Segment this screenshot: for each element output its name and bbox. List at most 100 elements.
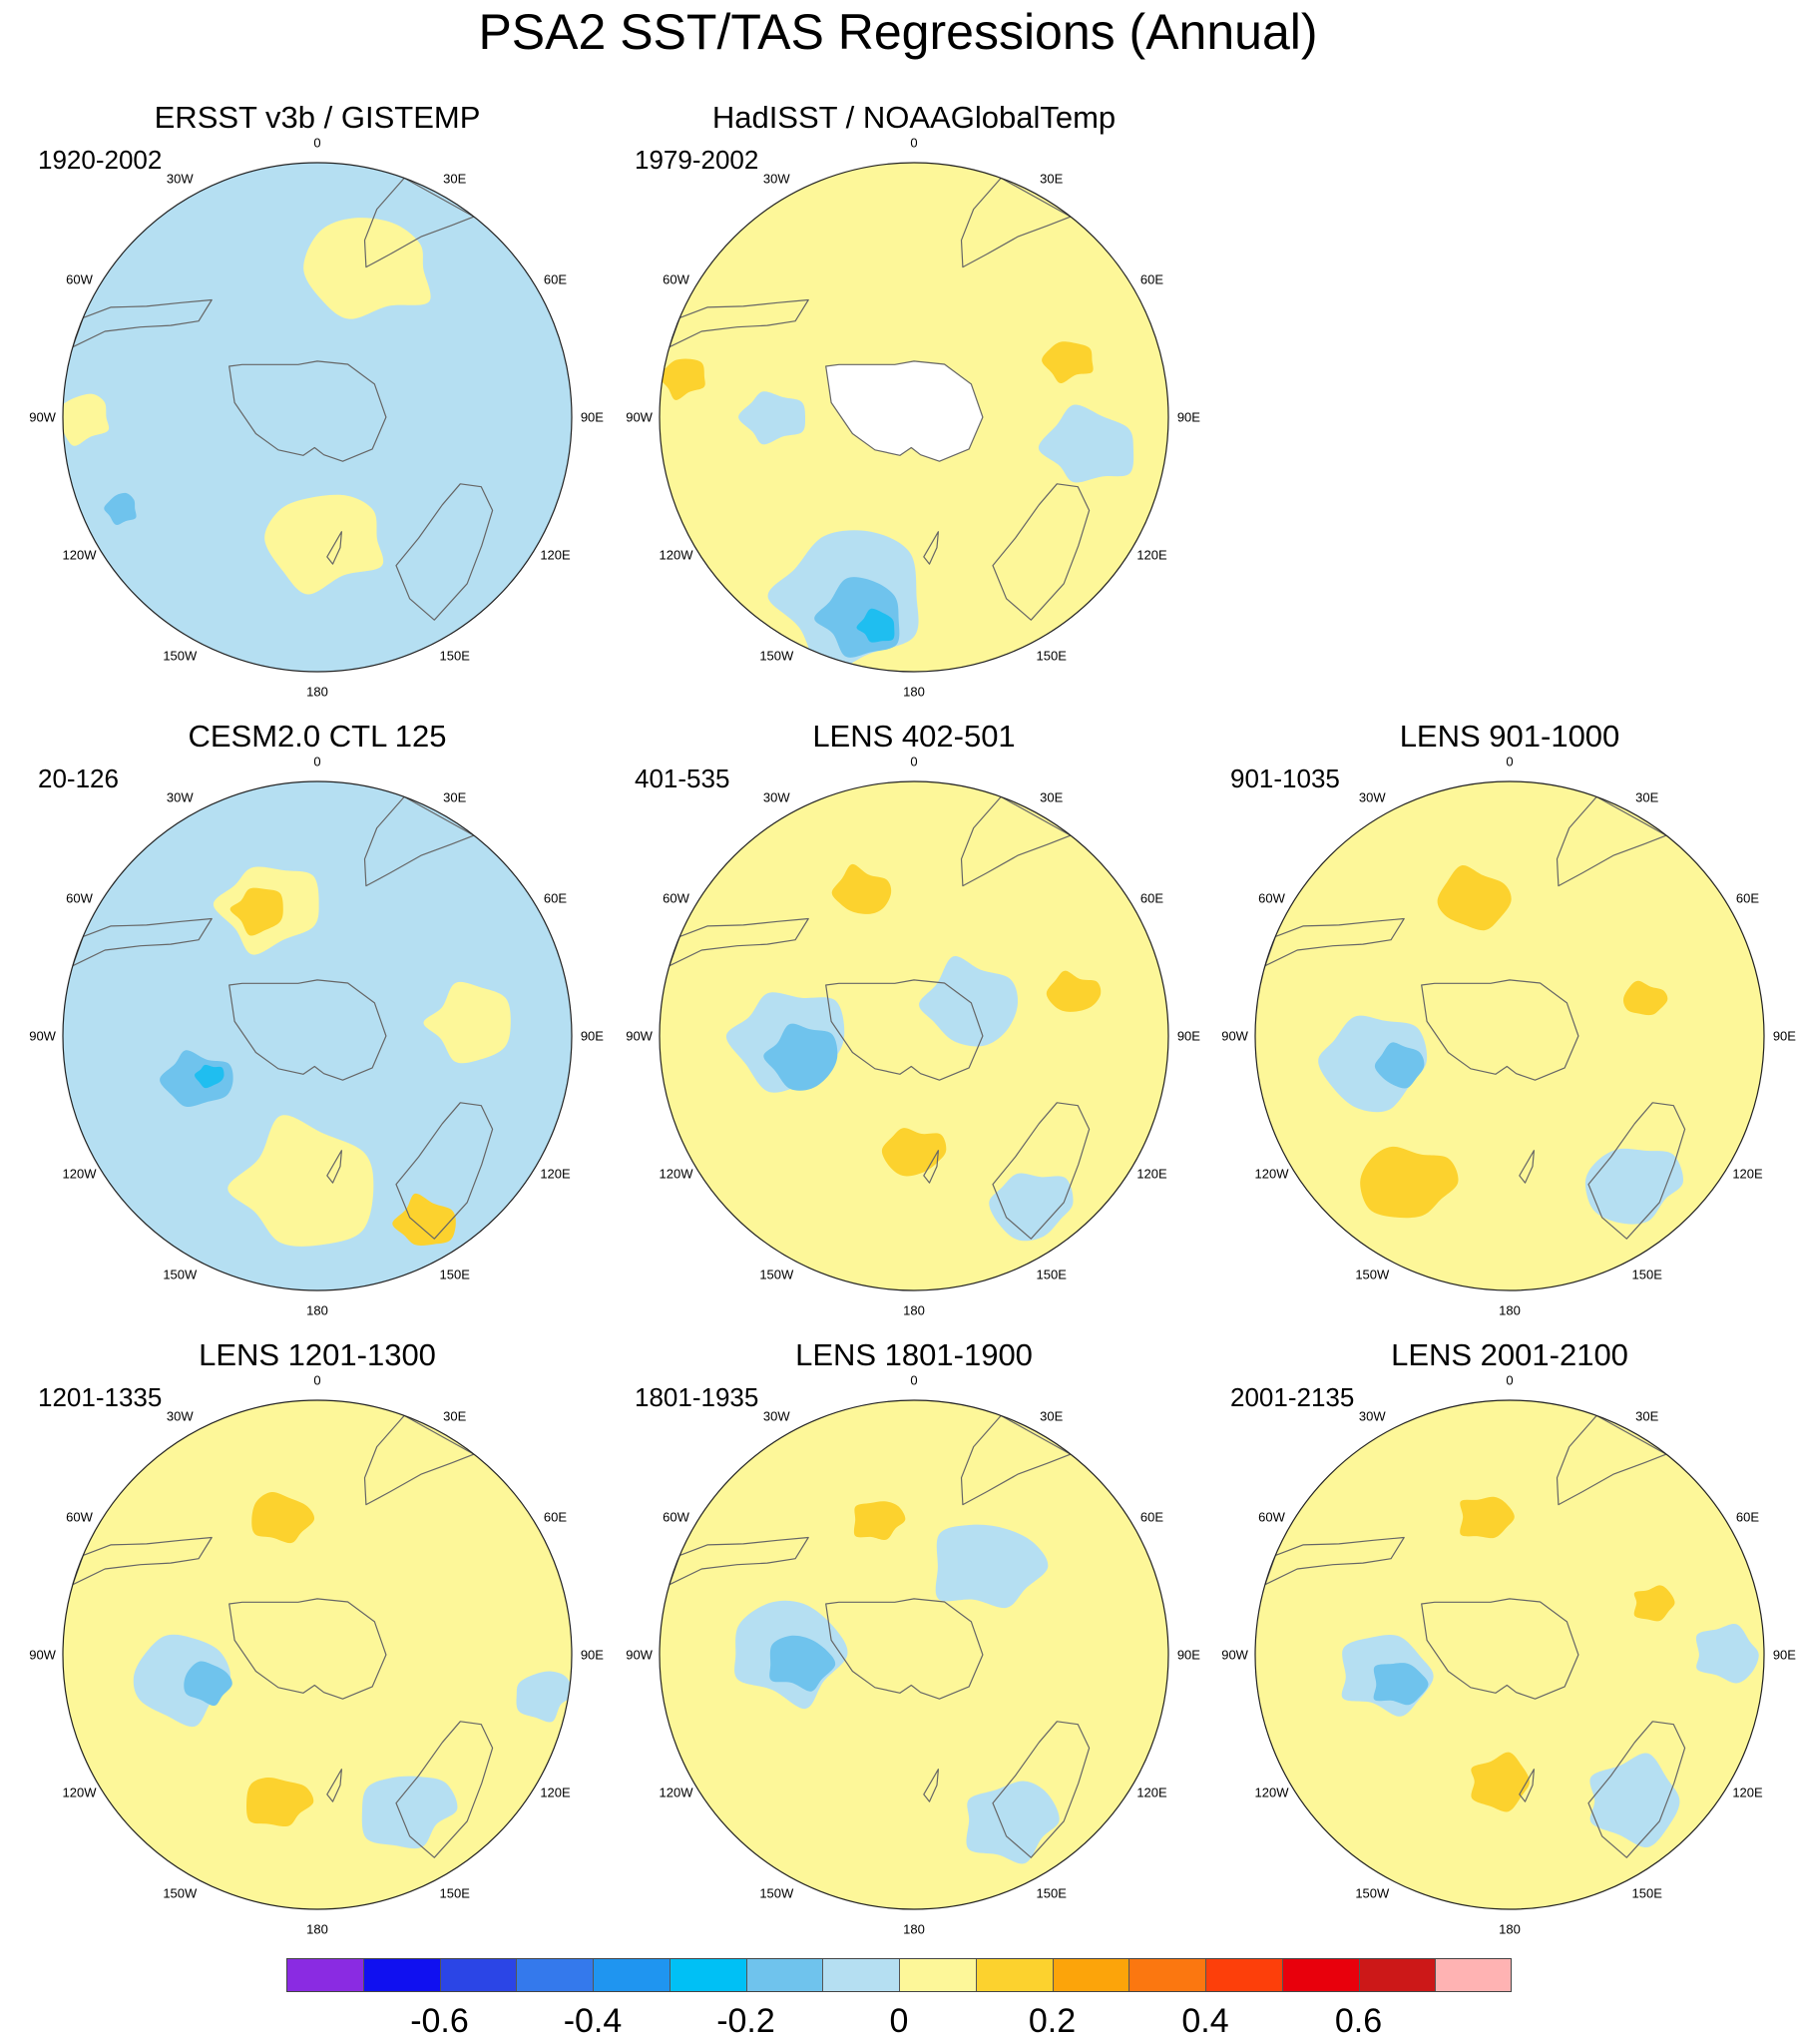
anomaly-contour xyxy=(831,863,892,914)
longitude-label: 0 xyxy=(910,1372,918,1388)
panel-year-range: 1801-1935 xyxy=(635,1382,759,1412)
longitude-label: 90W xyxy=(29,1647,56,1663)
colorbar-swatch xyxy=(1052,1958,1129,1992)
new-zealand-outline xyxy=(1519,1150,1535,1184)
panel-title: CESM2.0 CTL 125 xyxy=(188,719,447,754)
map-background-field xyxy=(1255,781,1764,1290)
antarctica-outline xyxy=(228,979,387,1081)
australia-outline xyxy=(992,1721,1091,1858)
anomaly-contour xyxy=(516,1671,572,1723)
polar-map xyxy=(659,780,1169,1291)
longitude-label: 60E xyxy=(1139,271,1164,287)
panel-title: LENS 2001-2100 xyxy=(1391,1337,1628,1372)
antarctica-outline xyxy=(825,360,984,462)
australia-outline xyxy=(992,1102,1091,1240)
australia-outline xyxy=(395,1721,494,1858)
longitude-label: 60E xyxy=(1735,1509,1760,1525)
antarctica-outline xyxy=(825,1598,984,1700)
map-boundary-circle xyxy=(1254,780,1765,1291)
longitude-label: 120W xyxy=(659,547,693,563)
longitude-label: 120E xyxy=(540,1166,571,1182)
longitude-label: 150E xyxy=(1036,1885,1067,1900)
longitude-label: 150W xyxy=(163,1885,198,1900)
new-zealand-outline xyxy=(326,531,342,565)
longitude-label: 90E xyxy=(580,409,604,425)
colorbar-swatch xyxy=(1358,1958,1436,1992)
longitude-label: 180 xyxy=(306,1302,328,1318)
longitude-label: 60E xyxy=(543,890,568,906)
australia-outline xyxy=(1587,1102,1686,1240)
panel-year-range: 401-535 xyxy=(635,764,730,793)
panel-title: LENS 402-501 xyxy=(812,719,1016,754)
longitude-label: 90W xyxy=(1221,1647,1248,1663)
longitude-label: 60W xyxy=(66,271,93,287)
colorbar-swatch xyxy=(1205,1958,1282,1992)
colorbar-swatch xyxy=(1435,1958,1512,1992)
longitude-label: 90E xyxy=(1772,1647,1796,1663)
anomaly-contour xyxy=(184,1661,232,1707)
longitude-label: 120E xyxy=(1136,1785,1167,1800)
australia-outline xyxy=(992,483,1091,621)
panel-year-range: 1979-2002 xyxy=(635,145,759,175)
longitude-label: 30W xyxy=(762,1408,790,1424)
panel-year-range: 1920-2002 xyxy=(38,145,163,175)
new-zealand-outline xyxy=(923,1150,939,1184)
longitude-label: 30W xyxy=(762,789,790,805)
anomaly-contour xyxy=(1437,864,1512,931)
colorbar-tick-label: 0.4 xyxy=(1181,2002,1229,2040)
anomaly-contour xyxy=(1471,1752,1531,1812)
longitude-label: 150W xyxy=(163,1267,198,1281)
anomaly-contour xyxy=(1038,404,1134,483)
longitude-label: 150E xyxy=(439,1885,470,1900)
anomaly-contour xyxy=(1633,1585,1675,1622)
anomaly-contour xyxy=(423,981,511,1064)
anomaly-contour xyxy=(1695,1624,1759,1684)
longitude-label: 90E xyxy=(1176,1647,1200,1663)
longitude-label: 60E xyxy=(543,271,568,287)
anomaly-contour xyxy=(1042,341,1094,384)
anomaly-contour xyxy=(763,1023,838,1091)
panel-title: LENS 1201-1300 xyxy=(199,1337,436,1372)
longitude-label: 90E xyxy=(580,1028,604,1044)
longitude-label: 90W xyxy=(626,409,653,425)
longitude-label: 30E xyxy=(1040,789,1064,805)
anomaly-contour xyxy=(1046,970,1102,1012)
anomaly-contour xyxy=(303,218,431,319)
anomaly-contour xyxy=(251,1491,315,1544)
longitude-label: 60W xyxy=(663,271,689,287)
australia-outline xyxy=(1587,1721,1686,1858)
anomaly-contour xyxy=(1373,1663,1429,1706)
anomaly-contour xyxy=(853,1501,906,1540)
colorbar-swatch xyxy=(362,1958,440,1992)
longitude-label: 0 xyxy=(1506,1372,1514,1388)
anomaly-contour xyxy=(104,492,137,525)
new-zealand-outline xyxy=(923,531,939,565)
panel-year-range: 901-1035 xyxy=(1230,764,1340,793)
longitude-label: 180 xyxy=(1499,1921,1521,1937)
longitude-label: 90W xyxy=(626,1647,653,1663)
longitude-label: 30E xyxy=(443,789,467,805)
antarctica-outline xyxy=(1421,979,1579,1081)
map-background-field xyxy=(1255,1400,1764,1909)
longitude-label: 120W xyxy=(1254,1785,1289,1800)
longitude-label: 120E xyxy=(1732,1166,1763,1182)
figure-title: PSA2 SST/TAS Regressions (Annual) xyxy=(478,4,1318,60)
longitude-label: 90E xyxy=(1772,1028,1796,1044)
australia-outline xyxy=(395,1102,494,1240)
longitude-label: 120W xyxy=(659,1785,693,1800)
map-background-field xyxy=(63,781,572,1290)
map-panel: LENS 402-501 401-535 0 30E 60E 90E 120E 150E 180… xyxy=(626,719,1200,1318)
longitude-label: 0 xyxy=(313,1372,321,1388)
colorbar-swatch xyxy=(975,1958,1053,1992)
colorbar-swatch xyxy=(593,1958,670,1992)
antarctica-outline xyxy=(228,360,387,462)
longitude-label: 30E xyxy=(1040,1408,1064,1424)
polar-map xyxy=(1254,1399,1765,1910)
panel-title: LENS 1801-1900 xyxy=(795,1337,1033,1372)
map-boundary-circle xyxy=(659,780,1169,1291)
colorbar-swatch xyxy=(669,1958,746,1992)
map-background-field xyxy=(63,163,572,672)
anomaly-contour xyxy=(264,494,384,595)
polar-map xyxy=(659,1399,1169,1910)
anomaly-contour xyxy=(935,1524,1049,1609)
